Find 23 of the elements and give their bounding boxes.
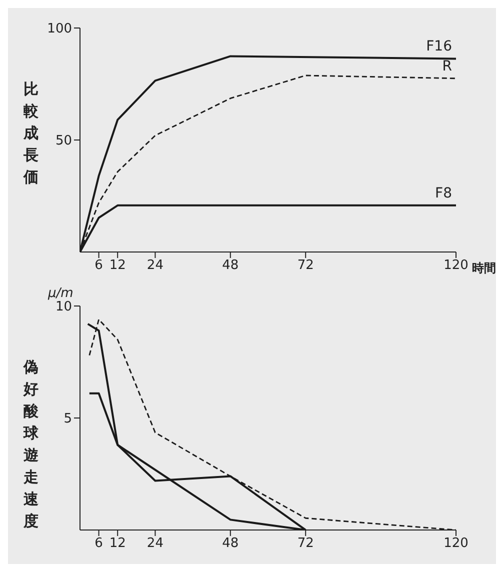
series-label: F8 [435, 185, 452, 202]
x-tick-label: 12 [109, 536, 126, 552]
x-tick-label: 6 [94, 536, 103, 552]
y-tick-label: 100 [47, 22, 72, 37]
x-tick-label: 120 [444, 258, 468, 274]
x-axis-title: 時間 [472, 260, 496, 277]
x-tick-label: 6 [94, 258, 103, 274]
y-axis-title: 偽好酸球遊走速度 [22, 357, 40, 532]
y-tick-label: 50 [55, 134, 72, 149]
x-tick-label: 48 [222, 258, 239, 274]
x-tick-label: 24 [146, 536, 164, 552]
x-tick-label: 72 [297, 536, 314, 552]
y-tick-label: 10 [55, 300, 72, 315]
x-tick-label: 24 [146, 258, 164, 274]
series-label: F16 [426, 38, 452, 55]
series-label: R [442, 58, 452, 74]
x-tick-label: 120 [444, 536, 468, 552]
y-tick-label: 5 [64, 412, 72, 427]
y-axis-title: 比較成長価 [22, 79, 40, 188]
text: μ/m [48, 286, 74, 301]
x-tick-label: 72 [297, 258, 314, 274]
x-tick-label: 12 [109, 258, 126, 274]
x-tick-label: 48 [222, 536, 239, 552]
